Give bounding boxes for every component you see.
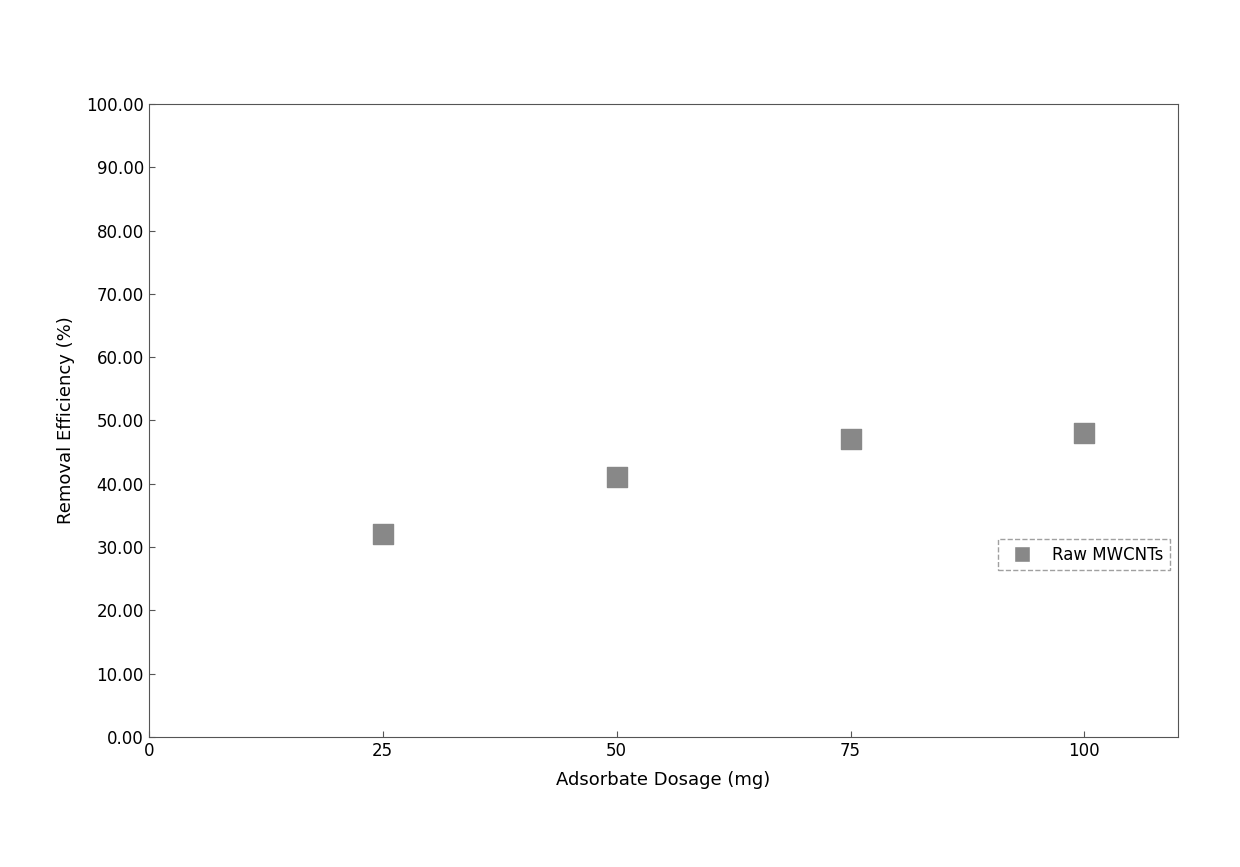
Point (373, 527, 393, 541)
Point (606, 471, 626, 485)
Legend: Raw MWCNTs: Raw MWCNTs (998, 539, 1169, 570)
X-axis label: Adsorbate Dosage (mg): Adsorbate Dosage (mg) (557, 771, 770, 789)
Point (841, 433, 861, 447)
Y-axis label: Removal Efficiency (%): Removal Efficiency (%) (57, 316, 74, 525)
Point (1075, 427, 1095, 440)
